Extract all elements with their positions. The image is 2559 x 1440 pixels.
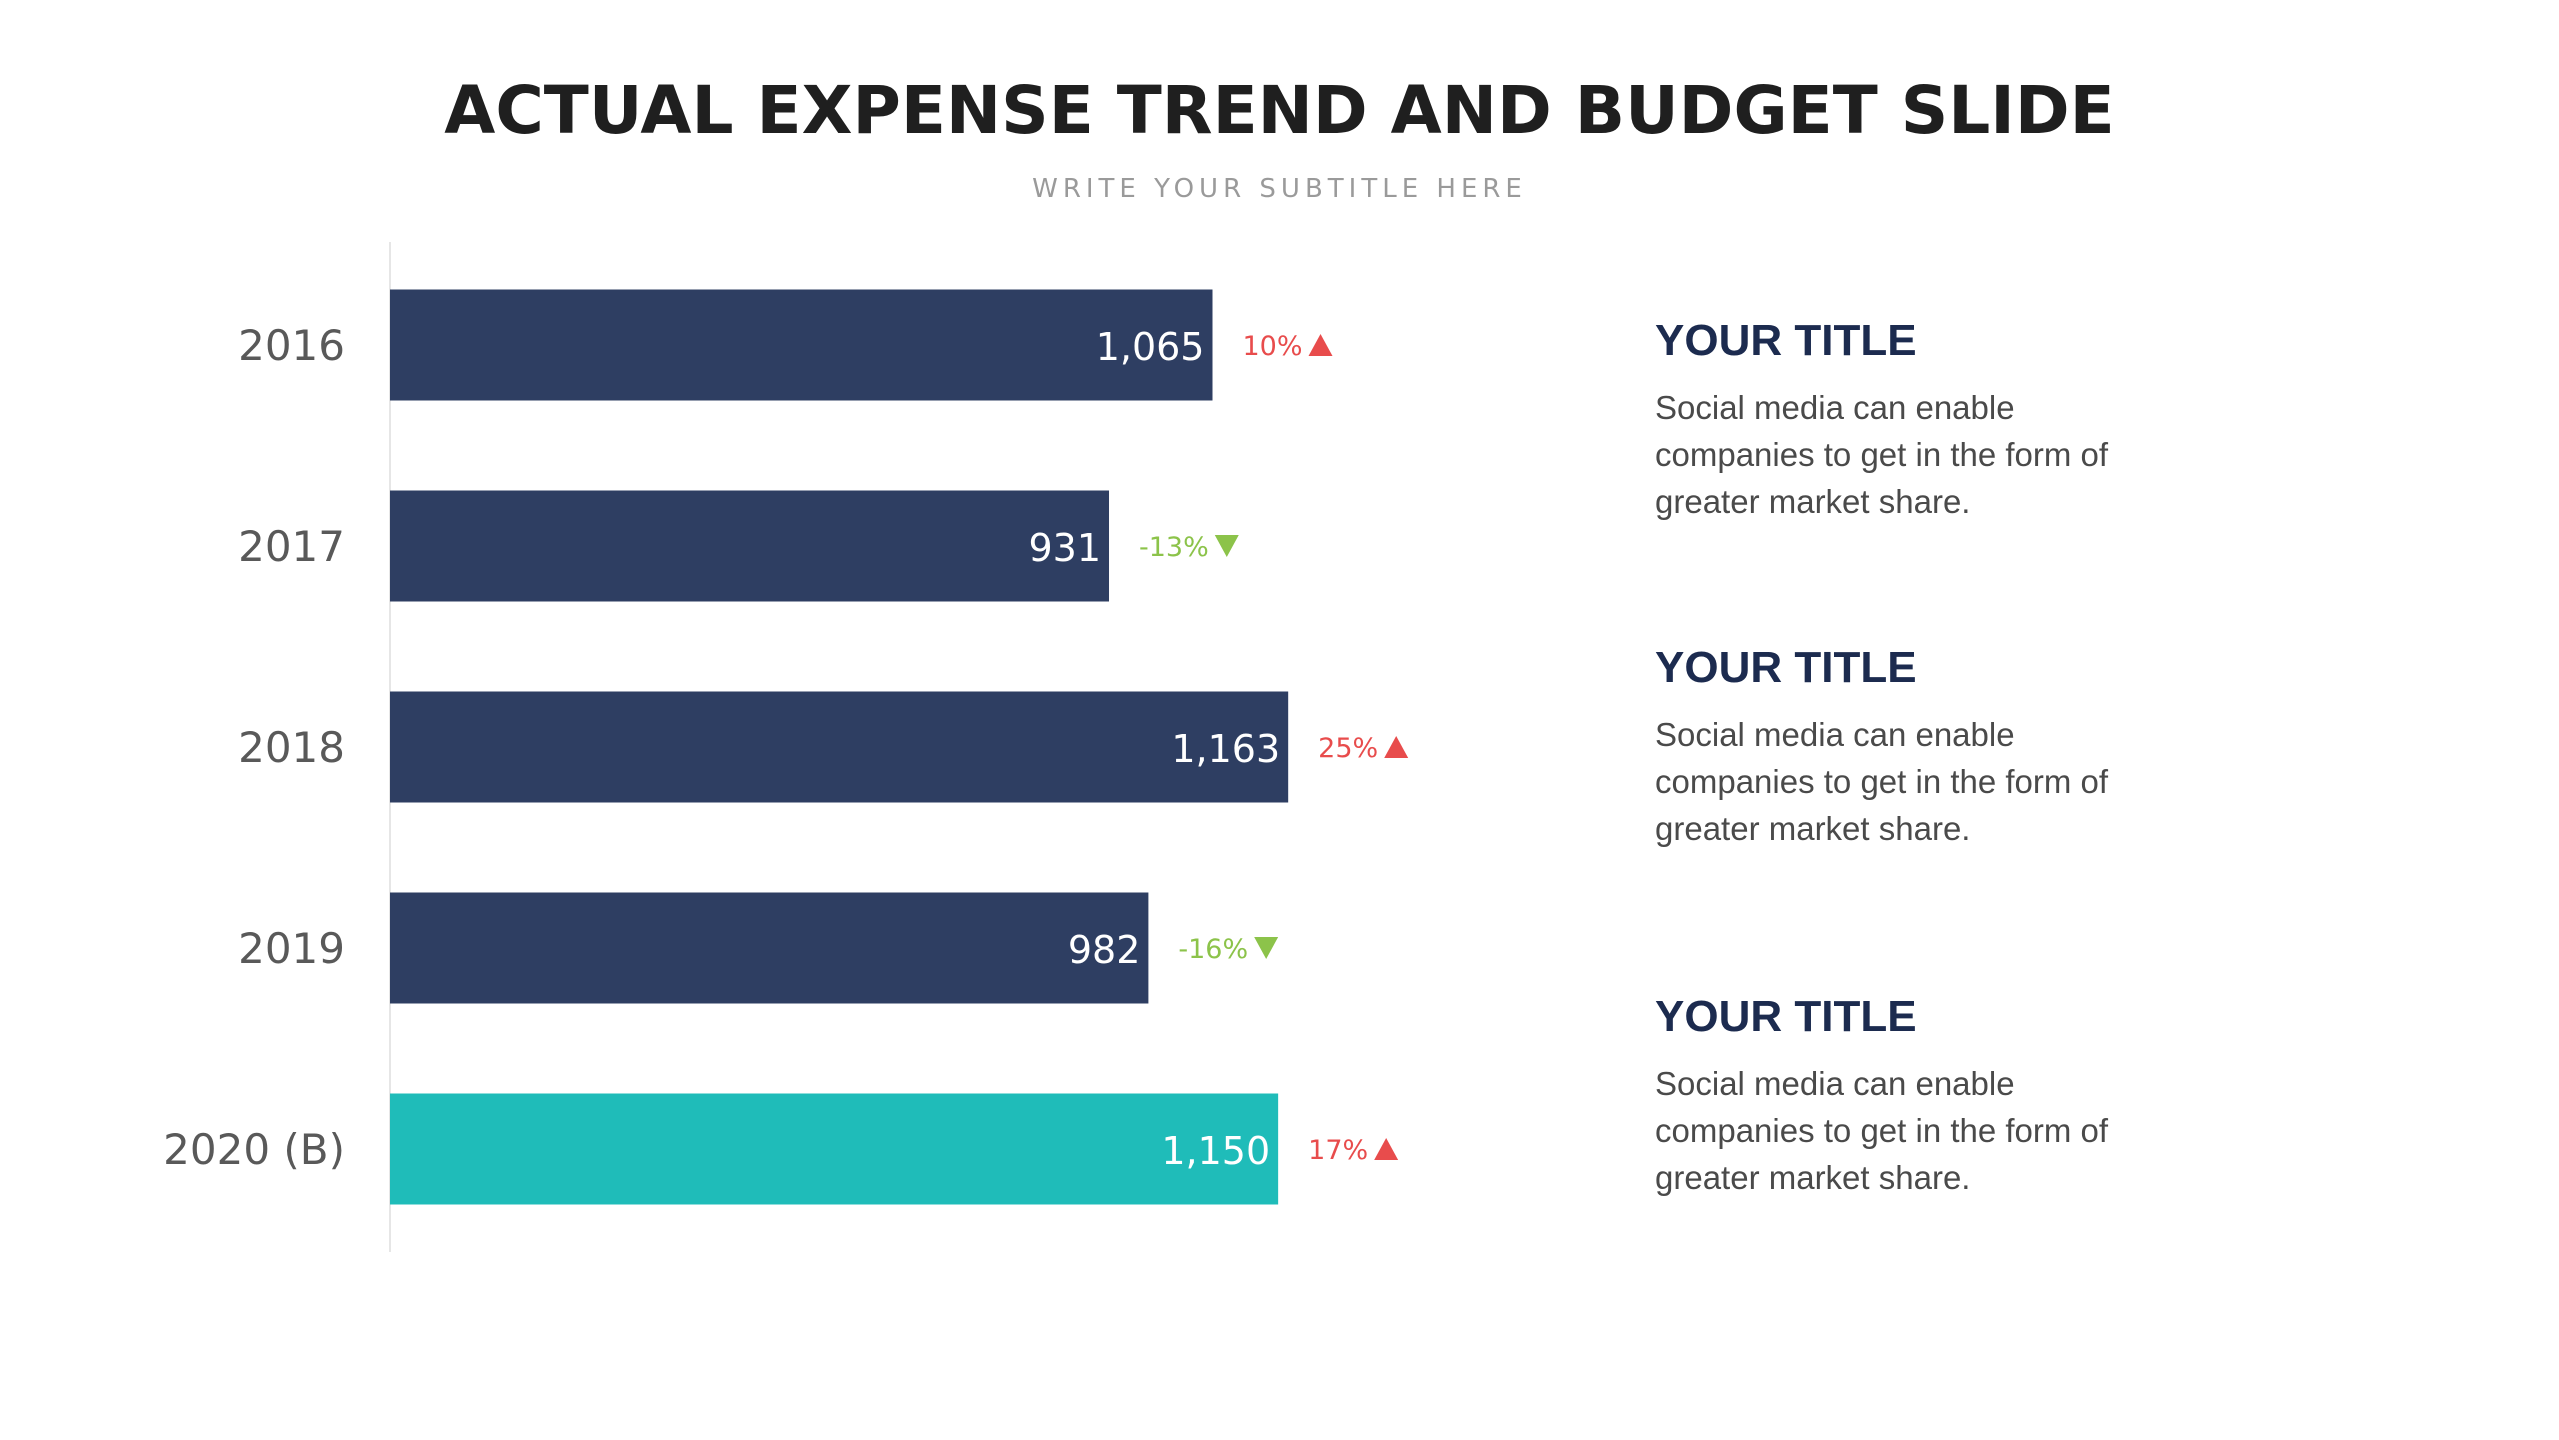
change-label: 10% bbox=[1242, 331, 1302, 362]
side-block-title: YOUR TITLE bbox=[1655, 316, 1917, 365]
value-label: 1,150 bbox=[1161, 1129, 1270, 1173]
value-label: 931 bbox=[1028, 526, 1101, 570]
bar-3 bbox=[390, 892, 1149, 1004]
value-label: 1,065 bbox=[1096, 325, 1205, 369]
side-block-2: YOUR TITLE Social media can enable compa… bbox=[1655, 643, 2175, 852]
triangle-down-icon bbox=[1254, 937, 1279, 959]
side-block-1: YOUR TITLE Social media can enable compa… bbox=[1655, 316, 2175, 525]
side-block-text: Social media can enable companies to get… bbox=[1655, 389, 2109, 520]
triangle-up-icon bbox=[1374, 1138, 1399, 1160]
value-label: 1,163 bbox=[1171, 727, 1280, 771]
side-block-3: YOUR TITLE Social media can enable compa… bbox=[1655, 992, 2175, 1201]
change-label: 17% bbox=[1308, 1135, 1368, 1166]
triangle-up-icon bbox=[1384, 736, 1409, 758]
bar-1 bbox=[390, 490, 1110, 602]
category-label: 2018 bbox=[238, 723, 345, 772]
category-label: 2019 bbox=[238, 924, 345, 973]
category-label: 2016 bbox=[238, 321, 345, 370]
change-label: 25% bbox=[1318, 733, 1378, 764]
triangle-up-icon bbox=[1308, 334, 1333, 356]
bar-2 bbox=[390, 691, 1289, 803]
change-label: -13% bbox=[1139, 532, 1209, 563]
side-block-text: Social media can enable companies to get… bbox=[1655, 716, 2109, 847]
page-subtitle: WRITE YOUR SUBTITLE HERE bbox=[1032, 174, 1527, 204]
side-block-title: YOUR TITLE bbox=[1655, 643, 1917, 692]
bar-0 bbox=[390, 289, 1213, 401]
category-label: 2020 (B) bbox=[163, 1125, 345, 1174]
side-block-text: Social media can enable companies to get… bbox=[1655, 1065, 2109, 1196]
triangle-down-icon bbox=[1214, 535, 1239, 557]
bar-4 bbox=[390, 1093, 1279, 1205]
side-block-title: YOUR TITLE bbox=[1655, 992, 1917, 1041]
page-title: ACTUAL EXPENSE TREND AND BUDGET SLIDE bbox=[444, 72, 2115, 149]
category-label: 2017 bbox=[238, 522, 345, 571]
value-label: 982 bbox=[1068, 928, 1141, 972]
change-label: -16% bbox=[1178, 934, 1248, 965]
